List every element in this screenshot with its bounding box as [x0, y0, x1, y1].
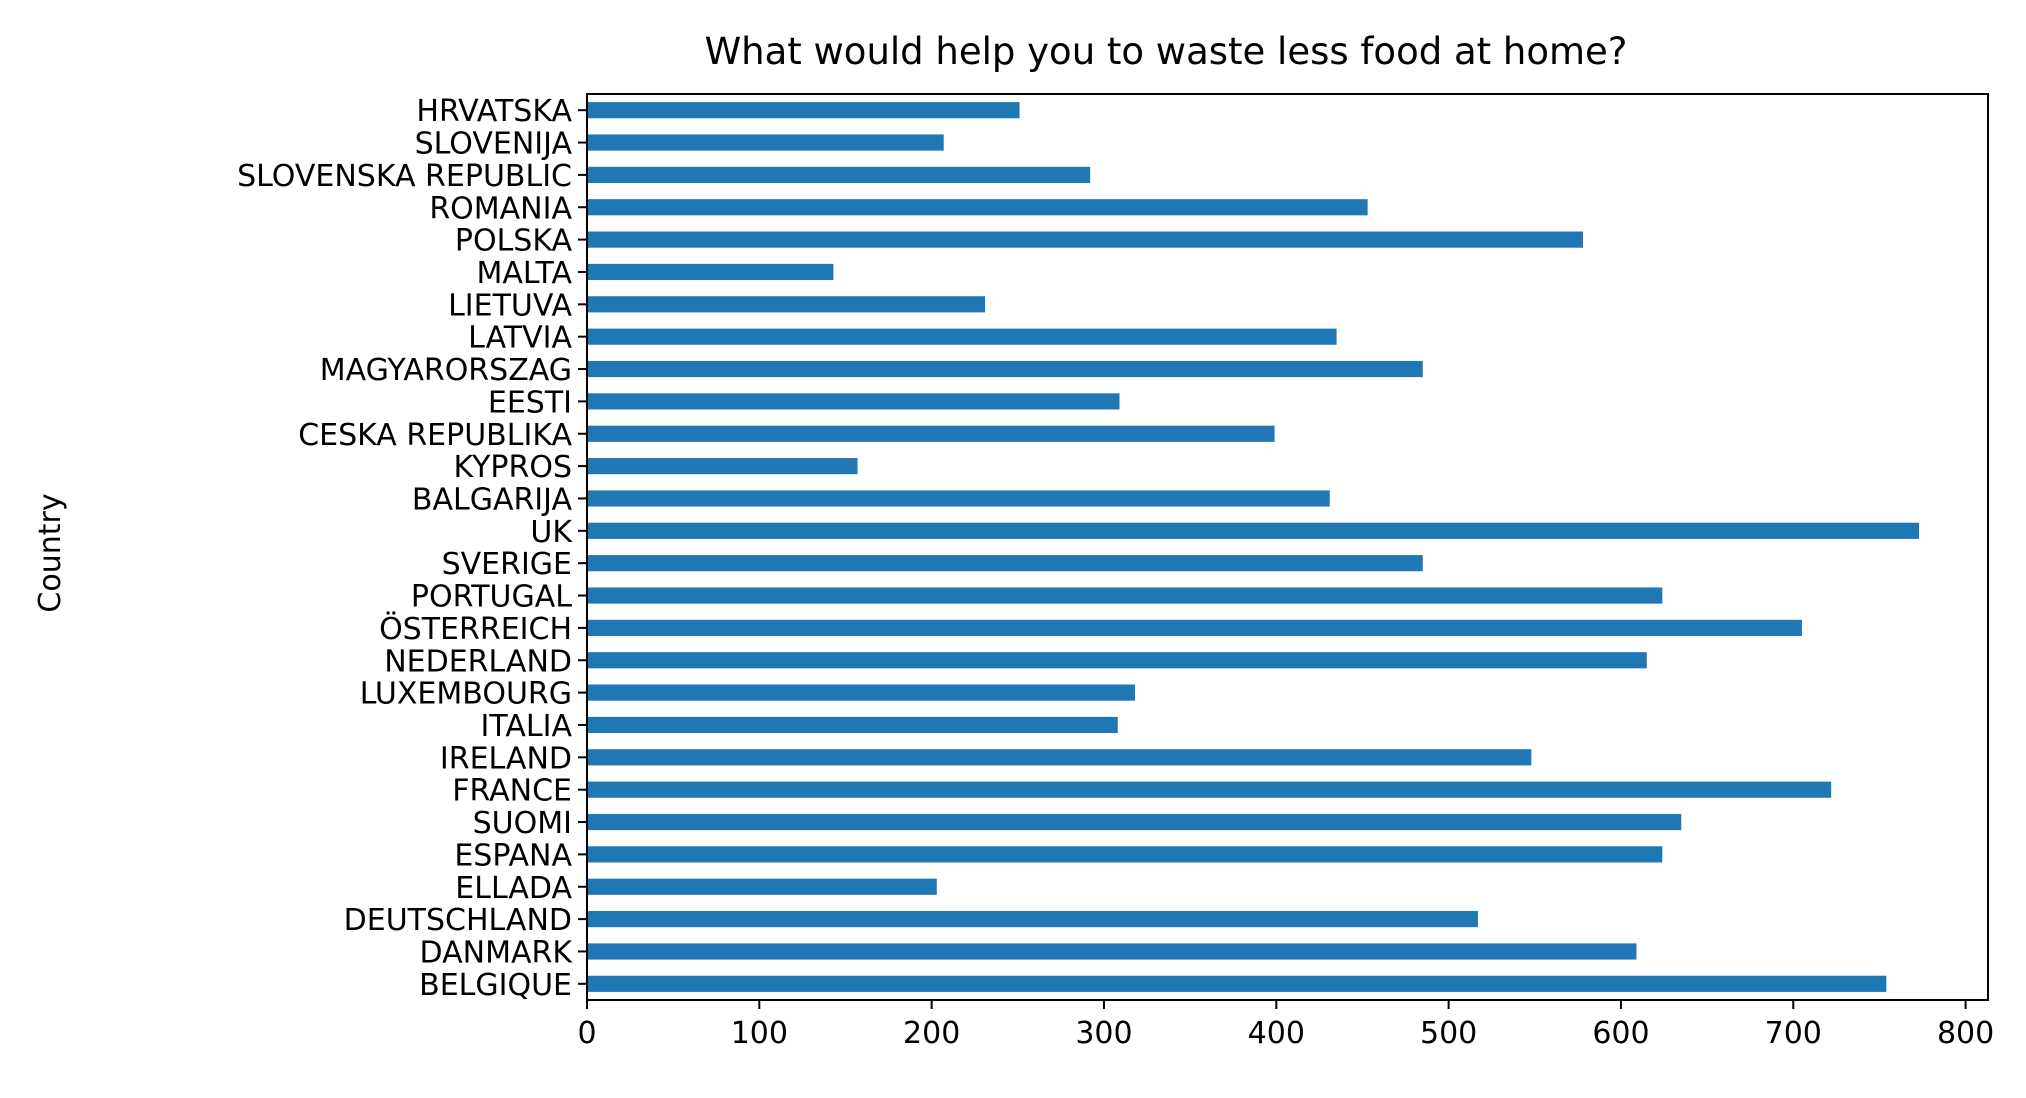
y-axis-label: Country [33, 493, 68, 612]
y-tick-label: POLSKA [455, 224, 573, 259]
bar [587, 522, 1920, 539]
y-tick-label: ÖSTERREICH [379, 611, 572, 647]
x-tick-label: 600 [1592, 1016, 1649, 1051]
y-tick-label: KYPROS [453, 450, 572, 485]
bar [587, 749, 1532, 766]
y-tick-label: ITALIA [481, 709, 573, 744]
bar [587, 490, 1330, 507]
x-tick-label: 200 [903, 1016, 960, 1051]
bar [587, 458, 858, 475]
y-tick-label: PORTUGAL [411, 580, 572, 615]
bar [587, 555, 1423, 572]
bar [587, 652, 1647, 669]
x-tick-label: 500 [1420, 1016, 1477, 1051]
x-tick-label: 400 [1248, 1016, 1305, 1051]
bar [587, 975, 1887, 992]
y-tick-label: ELLADA [455, 871, 572, 906]
plot-frame [586, 93, 1989, 1001]
y-ticks-group: BELGIQUEDANMARKDEUTSCHLANDELLADAESPANASU… [237, 94, 587, 1003]
bar [587, 878, 937, 895]
y-tick-label: BELGIQUE [419, 968, 572, 1003]
y-tick-label: FRANCE [452, 774, 572, 809]
y-tick-label: EESTI [488, 385, 572, 420]
x-tick-label: 800 [1937, 1016, 1994, 1051]
bar [587, 328, 1337, 345]
chart-title: What would help you to waste less food a… [705, 30, 1628, 73]
y-tick-label: SUOMI [473, 806, 572, 841]
y-tick-label: SVERIGE [442, 547, 572, 582]
y-tick-label: LATVIA [468, 321, 572, 356]
bar [587, 619, 1802, 636]
y-tick-label: MALTA [476, 256, 572, 291]
x-tick-label: 100 [731, 1016, 788, 1051]
bar [587, 393, 1120, 410]
bar [587, 166, 1091, 183]
y-tick-label: MAGYARORSZAG [320, 353, 572, 388]
bar [587, 199, 1368, 216]
bar [587, 102, 1020, 119]
x-ticks-group: 0 100 200 300 400 500 600 700 800 [577, 1000, 1994, 1051]
bar [587, 943, 1637, 960]
y-tick-label: DANMARK [420, 935, 574, 970]
y-tick-label: ESPANA [454, 838, 572, 873]
bar [587, 134, 944, 151]
y-tick-label: BALGARIJA [412, 482, 573, 517]
y-tick-label: LIETUVA [448, 288, 572, 323]
y-tick-label: ROMANIA [429, 191, 572, 226]
bar [587, 846, 1663, 863]
y-tick-label: HRVATSKA [416, 94, 572, 129]
bar [587, 684, 1135, 701]
x-tick-label: 300 [1075, 1016, 1132, 1051]
bar [587, 813, 1682, 831]
x-tick-label: 0 [577, 1016, 596, 1051]
bar [587, 296, 986, 313]
bar [587, 716, 1118, 734]
y-tick-label: UK [530, 515, 573, 550]
y-tick-label: SLOVENSKA REPUBLIC [237, 159, 572, 194]
y-tick-label: IRELAND [440, 741, 572, 776]
y-tick-label: NEDERLAND [384, 644, 572, 679]
bars-group [587, 102, 1920, 992]
bar [587, 263, 834, 281]
y-tick-label: CESKA REPUBLIKA [298, 418, 572, 453]
bar [587, 911, 1478, 928]
y-tick-label: LUXEMBOURG [360, 677, 572, 712]
y-tick-label: SLOVENIJA [415, 127, 573, 162]
bar [587, 425, 1275, 442]
y-tick-label: DEUTSCHLAND [344, 903, 572, 938]
bar [587, 231, 1584, 248]
x-tick-label: 700 [1765, 1016, 1822, 1051]
bar [587, 587, 1663, 604]
bar [587, 781, 1832, 798]
bar [587, 360, 1423, 378]
